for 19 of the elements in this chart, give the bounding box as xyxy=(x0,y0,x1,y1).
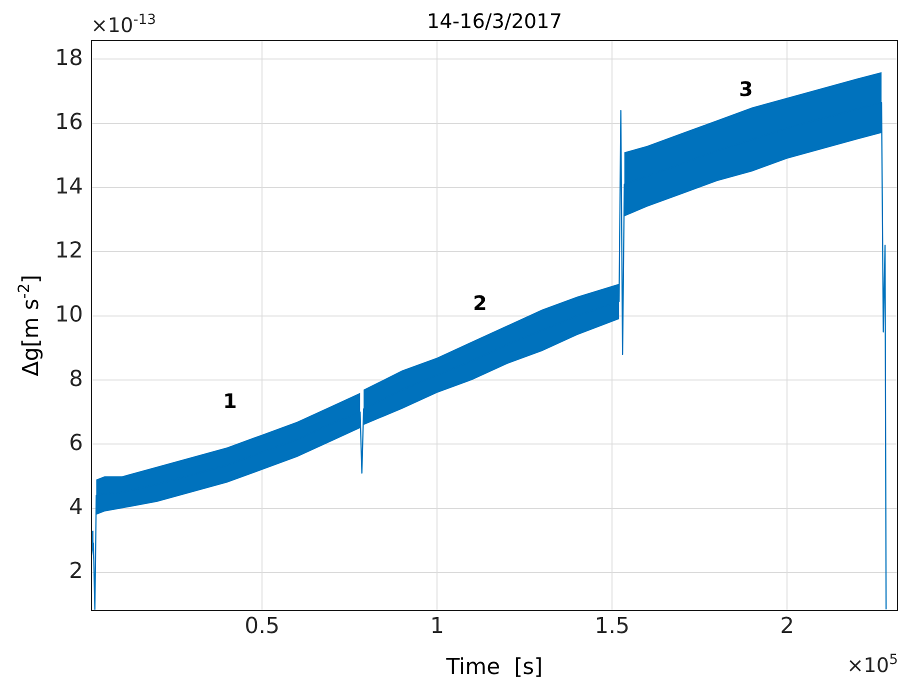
x-tick-label: 0.5 xyxy=(244,614,280,639)
y-tick-label: 4 xyxy=(69,495,83,520)
y-tick-label: 10 xyxy=(55,302,83,328)
y-tick-label: 8 xyxy=(69,366,83,392)
x-axis-title: Time [s] xyxy=(445,655,543,680)
y-tick-label: 16 xyxy=(55,110,83,136)
y-tick-label: 6 xyxy=(69,430,83,456)
annotation: 1 xyxy=(223,389,237,413)
y-tick-label: 2 xyxy=(69,559,83,584)
x-tick-label: 1 xyxy=(430,614,444,639)
y-axis-title: Δg[m s-2] xyxy=(15,274,44,376)
annotation: 2 xyxy=(473,291,487,315)
chart-title: 14-16/3/2017 xyxy=(426,9,562,33)
y-tick-label: 18 xyxy=(55,46,83,71)
y-tick-label: 12 xyxy=(55,238,83,264)
x-tick-label: 2 xyxy=(780,614,794,639)
x-tick-label: 1.5 xyxy=(594,614,630,639)
annotation: 3 xyxy=(739,77,753,101)
y-tick-label: 14 xyxy=(55,174,83,200)
